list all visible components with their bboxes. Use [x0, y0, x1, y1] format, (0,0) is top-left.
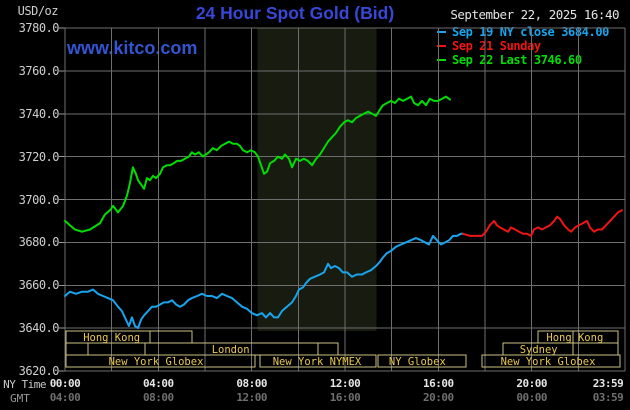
session-box — [259, 354, 377, 368]
session-label: Hong Kong — [83, 332, 140, 344]
session-label: London — [212, 344, 250, 356]
y-axis-tick: 3640.0 — [18, 321, 60, 336]
session-label: NY Globex — [389, 356, 446, 368]
y-axis-tick: 3760.0 — [18, 63, 60, 78]
x-axis-tick-gmt: 00:00 — [516, 391, 547, 404]
session-label: New York NYMEX — [273, 356, 362, 368]
x-axis-tick-gmt: 03:59 — [592, 391, 624, 404]
chart-datetime: September 22, 2025 16:40 — [450, 7, 619, 22]
legend-label: Sep 21 Sunday — [452, 39, 541, 53]
gmt-caption: GMT — [10, 392, 30, 405]
legend-label: Sep 22 Last 3746.60 — [452, 53, 582, 67]
y-axis-tick: 3720.0 — [18, 149, 60, 164]
session-box — [377, 354, 467, 368]
x-axis-tick-gmt: 04:00 — [49, 391, 81, 404]
y-axis-tick: 3740.0 — [18, 106, 60, 121]
legend-dash-icon — [437, 31, 446, 33]
y-axis-unit-label: USD/oz — [17, 4, 59, 18]
series-line — [462, 209, 623, 237]
y-axis-tick: 3700.0 — [18, 192, 60, 207]
x-axis-tick-gmt: 12:00 — [236, 391, 267, 404]
session-box — [572, 342, 619, 356]
y-axis-tick: 3680.0 — [18, 235, 60, 250]
x-axis-tick-gmt: 16:00 — [329, 391, 361, 404]
series-line — [64, 95, 451, 233]
y-axis-tick: 3620.0 — [18, 364, 60, 378]
x-axis-tick-ny: 00:00 — [49, 377, 81, 390]
x-axis-tick-ny: 12:00 — [329, 377, 361, 390]
session-box — [317, 342, 339, 356]
session-label: Hong Kong — [546, 332, 603, 344]
legend-item: Sep 21 Sunday — [437, 39, 609, 53]
session-label: Sydney — [520, 344, 558, 356]
legend-dash-icon — [437, 59, 446, 61]
x-axis-tick-gmt: 08:00 — [143, 391, 174, 404]
y-axis-tick: 3780.0 — [18, 21, 60, 35]
x-axis-tick-ny: 23:59 — [592, 377, 624, 390]
session-label: New York Globex — [501, 356, 596, 368]
chart-title: 24 Hour Spot Gold (Bid) — [195, 3, 395, 23]
legend-item: Sep 22 Last 3746.60 — [437, 53, 609, 67]
ny-time-caption: NY Time — [3, 378, 46, 391]
y-axis-tick: 3660.0 — [18, 278, 60, 293]
series-line — [64, 232, 465, 330]
x-axis-tick-ny: 20:00 — [516, 377, 547, 390]
x-axis-tick-ny: 08:00 — [236, 377, 267, 390]
legend-dash-icon — [437, 45, 446, 47]
kitco-watermark: www.kitco.com — [67, 38, 198, 58]
session-label: New York Globex — [109, 356, 204, 368]
nymex-session-band — [257, 28, 377, 331]
session-box — [149, 330, 193, 344]
session-box — [65, 342, 89, 356]
gridlines — [59, 27, 626, 372]
session-box — [65, 354, 256, 368]
x-axis-tick-gmt: 20:00 — [423, 391, 454, 404]
session-box — [481, 354, 621, 368]
x-axis-tick-ny: 16:00 — [423, 377, 454, 390]
session-box — [87, 342, 146, 356]
x-axis-tick-ny: 04:00 — [143, 377, 174, 390]
